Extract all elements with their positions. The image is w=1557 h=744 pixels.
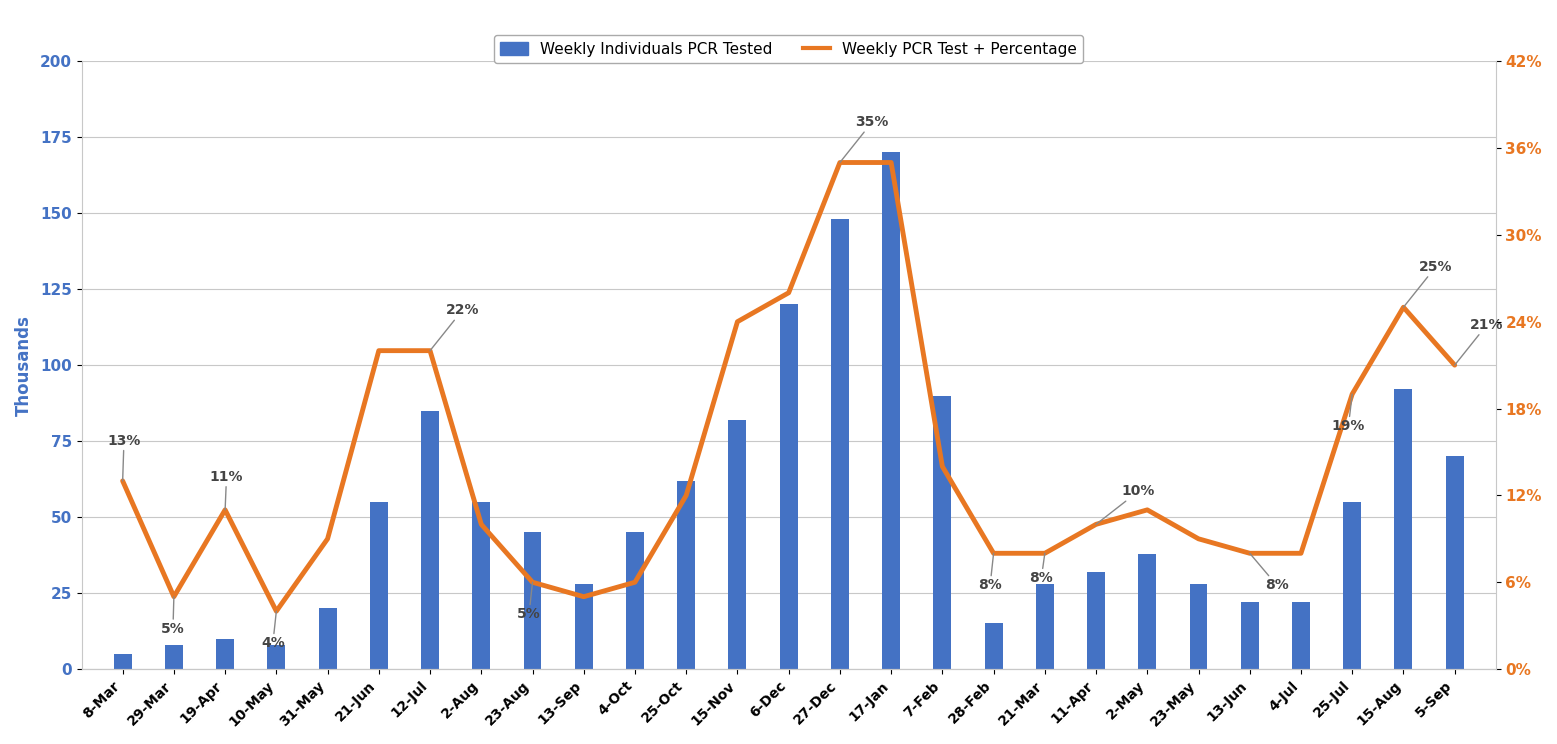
Bar [114,654,132,669]
Text: 22%: 22% [430,304,480,350]
Weekly PCR Test + Percentage [1292,549,1311,558]
Bar [319,609,336,669]
Text: 25%: 25% [1403,260,1453,307]
Text: 5%: 5% [517,583,540,621]
Weekly PCR Test + Percentage [677,491,696,500]
Weekly PCR Test + Percentage [318,534,336,543]
Bar [1292,602,1309,669]
Text: 5%: 5% [160,597,185,636]
Bar [371,502,388,669]
Bar [1344,502,1361,669]
Weekly PCR Test + Percentage [114,476,132,485]
Weekly PCR Test + Percentage [1241,549,1260,558]
Text: 21%: 21% [1454,318,1504,365]
Legend: Weekly Individuals PCR Tested, Weekly PCR Test + Percentage: Weekly Individuals PCR Tested, Weekly PC… [494,36,1084,62]
Bar [523,532,542,669]
Text: 19%: 19% [1331,394,1365,433]
Weekly PCR Test + Percentage [780,289,799,298]
Weekly PCR Test + Percentage [830,158,849,167]
Text: 10%: 10% [1096,484,1155,525]
Weekly PCR Test + Percentage [216,505,235,514]
Weekly PCR Test + Percentage [165,592,184,601]
Text: 11%: 11% [210,470,243,510]
Text: 8%: 8% [1029,554,1053,586]
Bar [1035,584,1054,669]
Weekly PCR Test + Percentage [420,346,439,355]
Weekly PCR Test + Percentage [881,158,900,167]
Text: 8%: 8% [1250,554,1289,592]
Weekly PCR Test + Percentage [1190,534,1208,543]
Bar [780,304,797,669]
Weekly PCR Test + Percentage [729,317,747,326]
Bar [626,532,645,669]
Bar [1087,572,1105,669]
Bar [472,502,490,669]
Weekly PCR Test + Percentage [933,462,951,471]
Line: Weekly PCR Test + Percentage: Weekly PCR Test + Percentage [123,162,1454,611]
Bar [268,645,285,669]
Bar [1395,389,1412,669]
Weekly PCR Test + Percentage [1087,520,1105,529]
Bar [883,153,900,669]
Bar [165,645,182,669]
Weekly PCR Test + Percentage [1394,303,1412,312]
Text: 4%: 4% [262,611,285,650]
Bar [677,481,694,669]
Weekly PCR Test + Percentage [472,520,490,529]
Bar [729,420,746,669]
Text: 35%: 35% [839,115,889,162]
Weekly PCR Test + Percentage [1445,361,1464,370]
Weekly PCR Test + Percentage [523,578,542,587]
Weekly PCR Test + Percentage [1035,549,1054,558]
Bar [575,584,593,669]
Text: 13%: 13% [107,434,140,481]
Text: 8%: 8% [978,554,1003,592]
Bar [984,623,1003,669]
Bar [1446,456,1464,669]
Weekly PCR Test + Percentage [626,578,645,587]
Weekly PCR Test + Percentage [575,592,593,601]
Bar [1241,602,1258,669]
Bar [831,219,849,669]
Bar [1190,584,1208,669]
Weekly PCR Test + Percentage [266,606,285,615]
Bar [216,638,234,669]
Bar [1138,554,1157,669]
Weekly PCR Test + Percentage [1342,390,1361,399]
Y-axis label: Thousands: Thousands [16,315,33,416]
Weekly PCR Test + Percentage [369,346,388,355]
Bar [933,396,951,669]
Weekly PCR Test + Percentage [1138,505,1157,514]
Bar [420,411,439,669]
Weekly PCR Test + Percentage [984,549,1003,558]
